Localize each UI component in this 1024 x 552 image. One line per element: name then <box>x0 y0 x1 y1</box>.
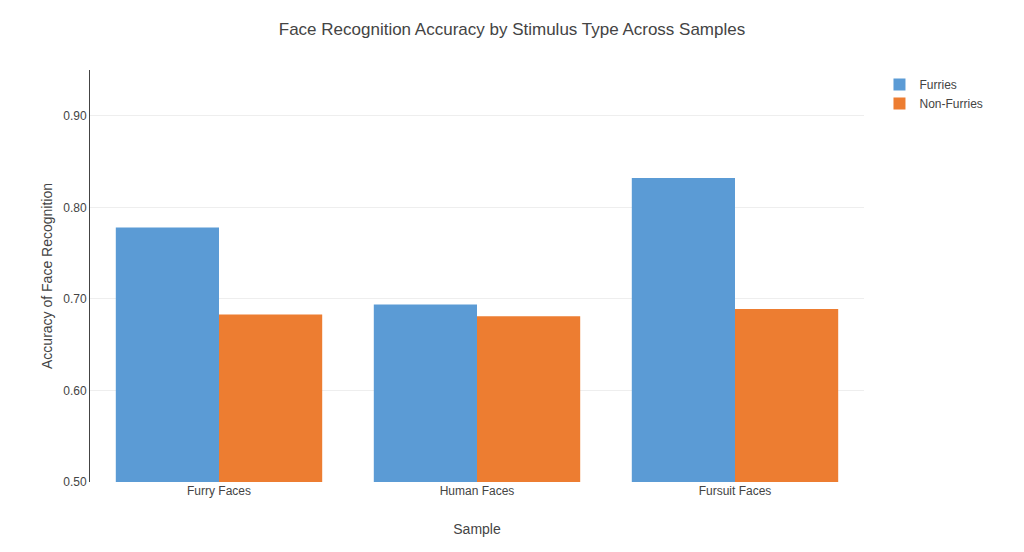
svg-text:0.60: 0.60 <box>63 384 87 398</box>
svg-text:Non-Furries: Non-Furries <box>919 97 982 111</box>
svg-text:0.90: 0.90 <box>63 109 87 123</box>
svg-text:Human Faces: Human Faces <box>440 484 515 498</box>
svg-text:Sample: Sample <box>453 521 501 537</box>
svg-text:0.50: 0.50 <box>63 475 87 489</box>
svg-text:0.80: 0.80 <box>63 201 87 215</box>
svg-text:Furry Faces: Furry Faces <box>187 484 251 498</box>
svg-text:Face Recognition Accuracy by S: Face Recognition Accuracy by Stimulus Ty… <box>279 20 745 39</box>
svg-text:Furries: Furries <box>919 78 956 92</box>
svg-text:Accuracy of Face Recognition: Accuracy of Face Recognition <box>39 183 55 369</box>
svg-text:0.70: 0.70 <box>63 292 87 306</box>
svg-text:Fursuit Faces: Fursuit Faces <box>699 484 772 498</box>
